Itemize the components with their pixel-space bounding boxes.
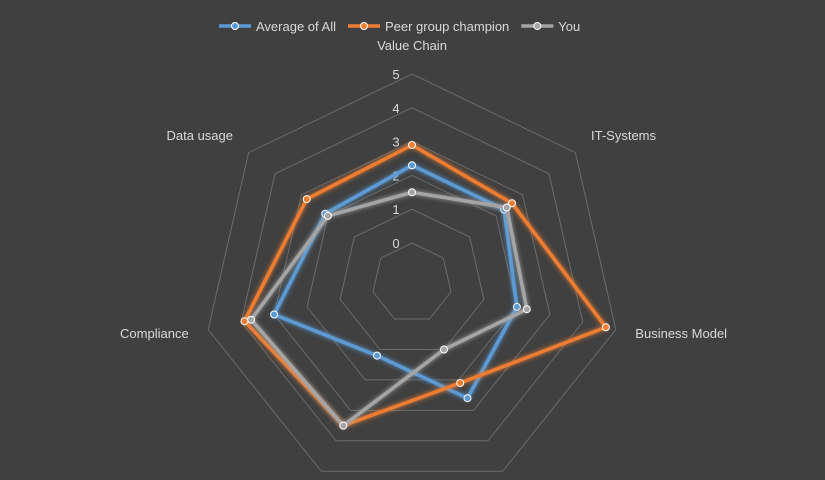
- grid-ring-0: [372, 242, 452, 320]
- tick-label-0: 0: [392, 236, 399, 251]
- point-peer-group-champion-data-usage: [302, 195, 311, 204]
- point-average-of-all-product-offering: [463, 394, 472, 403]
- tick-label-4: 4: [392, 101, 399, 116]
- point-peer-group-champion-compliance: [240, 317, 249, 326]
- tick-label-5: 5: [392, 67, 399, 82]
- radar-grid: [207, 73, 617, 472]
- point-peer-group-champion-value-chain: [408, 141, 416, 149]
- legend-marker-average-of-all: [231, 22, 239, 30]
- axis-label-business-model: Business Model: [635, 326, 727, 341]
- axis-label-data-usage: Data usage: [167, 128, 234, 143]
- point-peer-group-champion-business-model: [601, 323, 610, 332]
- tick-label-1: 1: [392, 202, 399, 217]
- tick-label-3: 3: [392, 135, 399, 150]
- grid-ring-1: [339, 208, 485, 350]
- legend-label-average-of-all: Average of All: [256, 19, 336, 34]
- point-average-of-all-partner-strategy: [373, 351, 381, 360]
- series-line-you: [249, 190, 529, 428]
- axis-label-value-chain: Value Chain: [377, 38, 447, 53]
- legend-label-you: You: [558, 19, 580, 34]
- legend-marker-peer-group-champion: [359, 22, 368, 30]
- point-you-it-systems: [502, 203, 511, 212]
- grid-ring-2: [306, 174, 518, 381]
- point-you-business-model: [522, 305, 531, 314]
- series-line-peer-group-champion: [242, 143, 608, 428]
- axis-label-it-systems: IT-Systems: [591, 128, 657, 143]
- series-peer-group-champion: [240, 141, 610, 430]
- axis-label-compliance: Compliance: [120, 326, 189, 341]
- point-peer-group-champion-it-systems: [508, 199, 516, 208]
- series-you: [247, 188, 531, 430]
- grid-ring-3: [273, 141, 551, 411]
- grid-ring-4: [240, 107, 584, 442]
- point-you-value-chain: [408, 188, 416, 197]
- radar-series: [240, 141, 610, 430]
- point-average-of-all-business-model: [512, 302, 521, 311]
- point-you-compliance: [247, 315, 256, 324]
- legend-item-peer-group-champion: Peer group champion: [347, 19, 509, 34]
- point-peer-group-champion-product-offering: [456, 379, 465, 387]
- legend-marker-you: [533, 22, 542, 30]
- legend-item-you: You: [521, 19, 580, 34]
- point-you-partner-strategy: [339, 421, 348, 430]
- point-average-of-all-compliance: [270, 310, 279, 319]
- grid-ring-5: [207, 73, 617, 472]
- point-average-of-all-value-chain: [408, 161, 416, 170]
- legend-label-peer-group-champion: Peer group champion: [385, 19, 509, 34]
- point-you-data-usage: [323, 211, 332, 220]
- legend-item-average-of-all: Average of All: [219, 19, 336, 34]
- point-you-product-offering: [440, 345, 448, 354]
- chart-legend: Average of All Peer group champion You: [219, 19, 580, 34]
